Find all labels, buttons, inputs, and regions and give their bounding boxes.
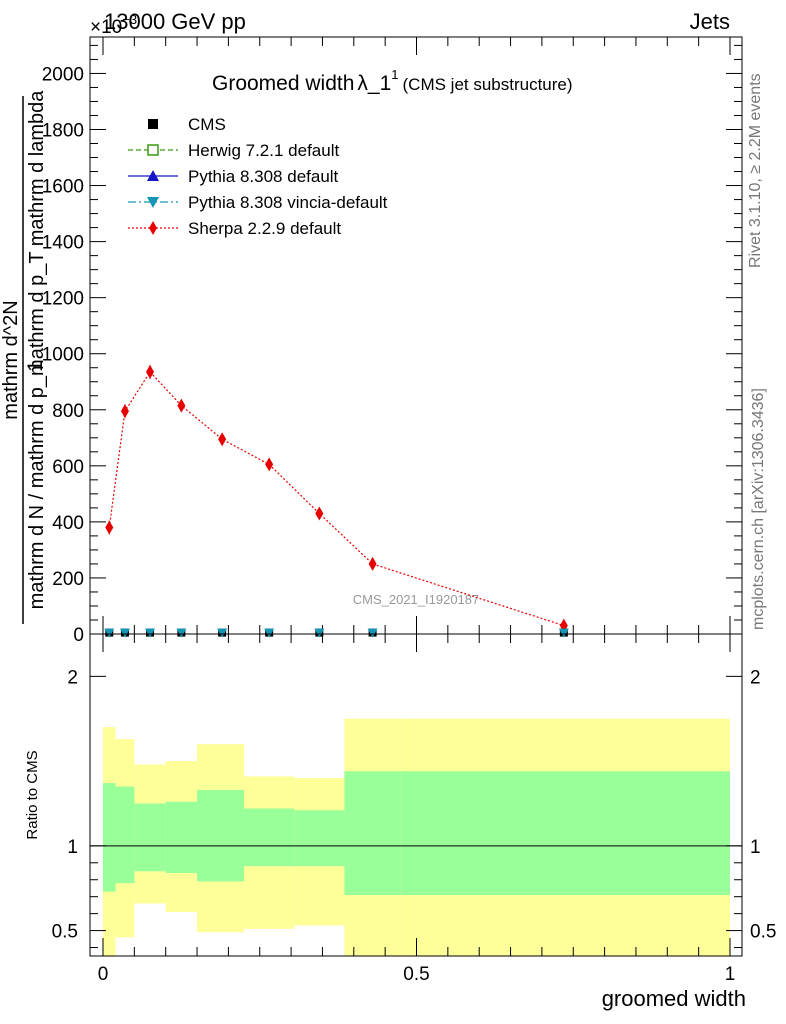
vincia-point [104,628,115,638]
y-tick-label: 1800 [42,120,84,141]
main-x-ticks [102,37,731,634]
legend-label: Sherpa 2.2.9 default [188,219,341,238]
plot-title: Groomed width λ_11(CMS jet substructure) [212,67,573,95]
legend-marker [147,144,159,156]
sherpa-line [108,370,565,627]
x-tick-label: 0 [98,964,109,985]
sherpa-point [177,398,186,413]
analysis-watermark: CMS_2021_I1920187 [353,592,480,607]
legend-marker [148,119,158,129]
legend-entry: Pythia 8.308 vincia-default [128,193,388,212]
ratio-bands [103,718,730,956]
ratio-y-tick-label-right: 1 [750,837,761,858]
ratio-inner-band [103,783,116,892]
y-tick-label: 1200 [42,289,84,310]
ratio-y-axis-label: Ratio to CMS [24,750,41,839]
legend-entry: Sherpa 2.2.9 default [128,219,341,238]
y-tick-label: 2000 [42,64,84,85]
ratio-inner-band [400,771,730,895]
y-tick-label: 1600 [42,177,84,198]
legend-label: Pythia 8.308 default [188,167,339,186]
sherpa-point [368,556,377,571]
ratio-inner-band [115,786,135,884]
vincia-point [367,628,378,638]
ratio-inner-band [134,803,166,872]
ratio-y-ticks: 0.5 0.5 1 1 2 2 [52,667,776,949]
x-tick-label: 0.5 [403,964,429,985]
y-tick-label: 1400 [42,233,84,254]
y-tick-label: 600 [52,457,84,478]
legend-label: Herwig 7.2.1 default [188,141,339,160]
legend-entry: Pythia 8.308 default [128,167,339,186]
legend-entry: CMS [148,115,226,134]
legend-marker [147,170,159,181]
sherpa-point [265,457,274,472]
ratio-inner-band [244,808,295,867]
legend-marker [149,221,157,235]
vincia-point [314,628,325,638]
main-y-ticks: 0 200 400 600 800 1000 1200 1400 1600 1800 2000 [42,44,742,646]
ratio-y-tick-label: 2 [67,667,78,688]
legend-entry: Herwig 7.2.1 default [128,141,339,160]
ylabel-numerator: mathrm d^2N [0,300,22,419]
ylabel-prefix: 1 [24,360,47,372]
series-sherpa [105,364,568,633]
vincia-point [176,628,187,638]
y-tick-label: 800 [52,401,84,422]
vincia-point [119,628,130,638]
ratio-inner-band [165,801,198,873]
y-tick-label: 400 [52,513,84,534]
ratio-inner-band [344,771,401,895]
header-left-label: 13000 GeV pp [104,9,246,34]
rivet-label: Rivet 3.1.10, ≥ 2.2M events [747,73,764,268]
vincia-point [217,628,228,638]
ratio-inner-band [294,810,345,867]
legend: CMS Herwig 7.2.1 default Pythia 8.308 defa… [128,115,388,238]
x-axis-label: groomed width [602,986,746,1011]
y-tick-label: 1000 [42,345,84,366]
ratio-x-ticks: 0 0.5 1 [98,634,736,985]
sherpa-point [218,432,227,447]
ratio-inner-band [197,789,245,882]
y-tick-label: 0 [73,625,84,646]
mcplots-label: mcplots.cern.ch [arXiv:1306.3436] [750,388,767,630]
ratio-y-tick-label: 0.5 [52,922,78,943]
sherpa-point [315,506,324,521]
sherpa-point [105,520,114,535]
vincia-point [145,628,156,638]
y-multiplier: ×10−3 [90,12,137,38]
vincia-point [264,628,275,638]
main-y-axis-label: 1 mathrm d^2N mathrm d N / mathrm d p_ma… [0,90,48,624]
vincia-point [558,628,569,638]
ratio-y-tick-label: 1 [67,837,78,858]
y-tick-label: 200 [52,569,84,590]
series-cms [104,628,569,638]
header-right-label: Jets [690,9,730,34]
sherpa-point [146,364,155,379]
legend-marker [147,197,159,208]
sherpa-point [120,404,129,419]
ratio-y-tick-label-right: 2 [750,667,761,688]
legend-label: Pythia 8.308 vincia-default [188,193,388,212]
legend-label: CMS [188,115,226,134]
ratio-y-tick-label-right: 0.5 [750,922,776,943]
x-tick-label: 1 [725,964,736,985]
ylabel-denominator: mathrm d N / mathrm d p_mathrm d p_T mat… [26,90,48,610]
